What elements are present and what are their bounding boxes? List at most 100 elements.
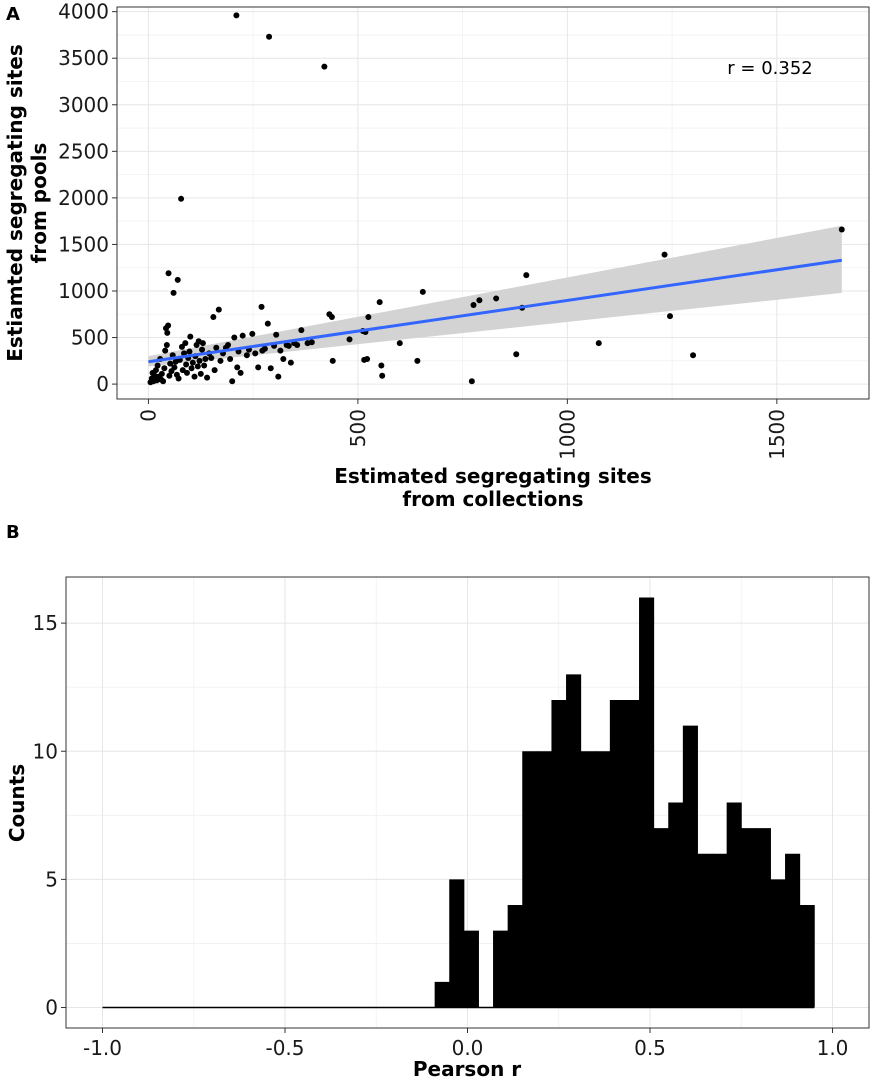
scatter-point	[378, 362, 385, 369]
scatter-point	[199, 346, 206, 353]
histogram-bar	[580, 751, 596, 1008]
plot-a-border	[116, 6, 870, 400]
y-axis-title-b: Counts	[5, 764, 29, 842]
y-tick-label-b: 0	[45, 996, 58, 1020]
histogram-bar	[682, 725, 698, 1008]
scatter-point	[215, 306, 222, 313]
scatter-point	[294, 341, 301, 348]
scatter-point	[690, 352, 697, 359]
x-axis-ticks: 0 500 1000 1500	[136, 399, 789, 460]
scatter-point	[208, 355, 215, 362]
x-tick-label: 500	[346, 409, 370, 447]
scatter-point	[308, 339, 315, 346]
scatter-point	[234, 364, 241, 371]
scatter-point	[213, 344, 220, 351]
histogram-bar	[449, 879, 465, 1008]
scatter-point	[162, 347, 169, 354]
scatter-point	[239, 332, 246, 339]
histogram-bar	[712, 853, 728, 1008]
scatter-point	[161, 365, 168, 372]
scatter-point	[166, 372, 173, 379]
y-tick-label: 0	[96, 372, 109, 396]
x-tick-label-b: 0.0	[452, 1036, 484, 1060]
scatter-point	[277, 347, 284, 354]
scatter-point	[160, 378, 167, 385]
y-axis-title-line1: Estiamted segregating sites	[3, 44, 27, 361]
scatter-point	[210, 314, 217, 321]
scatter-point	[476, 297, 483, 304]
scatter-point	[204, 374, 211, 381]
scatter-point	[217, 357, 224, 364]
scatter-point	[493, 295, 500, 302]
scatter-point	[346, 336, 353, 343]
scatter-point	[364, 355, 371, 362]
scatter-point	[165, 270, 172, 277]
regression-line	[148, 258, 842, 364]
scatter-point	[396, 340, 403, 347]
scatter-point	[298, 327, 305, 334]
histogram-bar	[799, 905, 815, 1008]
scatter-point	[170, 289, 177, 296]
scatter-point	[513, 351, 520, 358]
scatter-point	[175, 375, 182, 382]
y-tick-label: 3500	[58, 46, 109, 70]
histogram-bar	[653, 828, 669, 1008]
scatter-point	[174, 276, 181, 283]
scatter-point	[275, 373, 282, 380]
scatter-point	[163, 341, 170, 348]
y-tick-label: 500	[71, 326, 109, 350]
scatter-point	[321, 63, 328, 70]
scatter-point	[211, 367, 218, 374]
scatter-point	[182, 340, 189, 347]
scatter-point	[183, 361, 190, 368]
scatter-point	[231, 334, 238, 341]
scatter-point	[201, 362, 208, 369]
histogram-bar	[595, 751, 611, 1008]
scatter-point	[287, 359, 294, 366]
scatter-point	[595, 340, 602, 347]
x-tick-label-b: 1.0	[817, 1036, 849, 1060]
y-tick-label: 1000	[58, 279, 109, 303]
histogram-bar	[522, 751, 538, 1008]
scatter-point	[243, 352, 250, 359]
panel-a-tag: A	[6, 4, 20, 25]
scatter-point	[186, 348, 193, 355]
scatter-point	[376, 299, 383, 306]
x-axis-title-line1: Estimated segregating sites	[334, 464, 651, 488]
panel-b-tag: B	[6, 522, 20, 543]
x-tick-label: 1500	[765, 409, 789, 460]
histogram-bar	[755, 828, 771, 1008]
scatter-point	[191, 373, 198, 380]
scatter-point	[188, 365, 195, 372]
y-tick-label: 3000	[58, 93, 109, 117]
histogram-bar	[566, 674, 582, 1008]
histogram-bar	[507, 905, 523, 1008]
histogram-bar	[785, 853, 801, 1008]
y-tick-label: 2000	[58, 186, 109, 210]
x-tick-label-b: 0.5	[634, 1036, 666, 1060]
scatter-point	[419, 288, 426, 295]
scatter-point	[267, 365, 274, 372]
scatter-chart: 0 500 1000 1500 2000 2500 3000 3500 4000 0 500 100…	[3, 0, 870, 511]
scatter-point	[152, 367, 159, 374]
histogram-bar	[639, 597, 655, 1008]
scatter-point	[280, 355, 287, 362]
scatter-point	[264, 320, 271, 327]
y-tick-label: 2500	[58, 139, 109, 163]
histogram-bar	[668, 802, 684, 1008]
scatter-point	[187, 333, 194, 340]
scatter-point	[158, 370, 165, 377]
x-tick-label-b: -0.5	[265, 1036, 304, 1060]
scatter-point	[178, 195, 185, 202]
x-axis-ticks-b: -1.0 -0.5 0.0 0.5 1.0	[83, 1028, 848, 1060]
scatter-point	[329, 357, 336, 364]
scatter-point	[838, 226, 845, 233]
scatter-point	[196, 357, 203, 364]
histogram-bar	[741, 828, 757, 1008]
scatter-point	[661, 251, 668, 258]
histogram-bar	[536, 751, 552, 1008]
histogram-bar	[697, 853, 713, 1008]
annotation-r: r = 0.352	[727, 58, 812, 79]
histogram-bar	[463, 930, 479, 1008]
